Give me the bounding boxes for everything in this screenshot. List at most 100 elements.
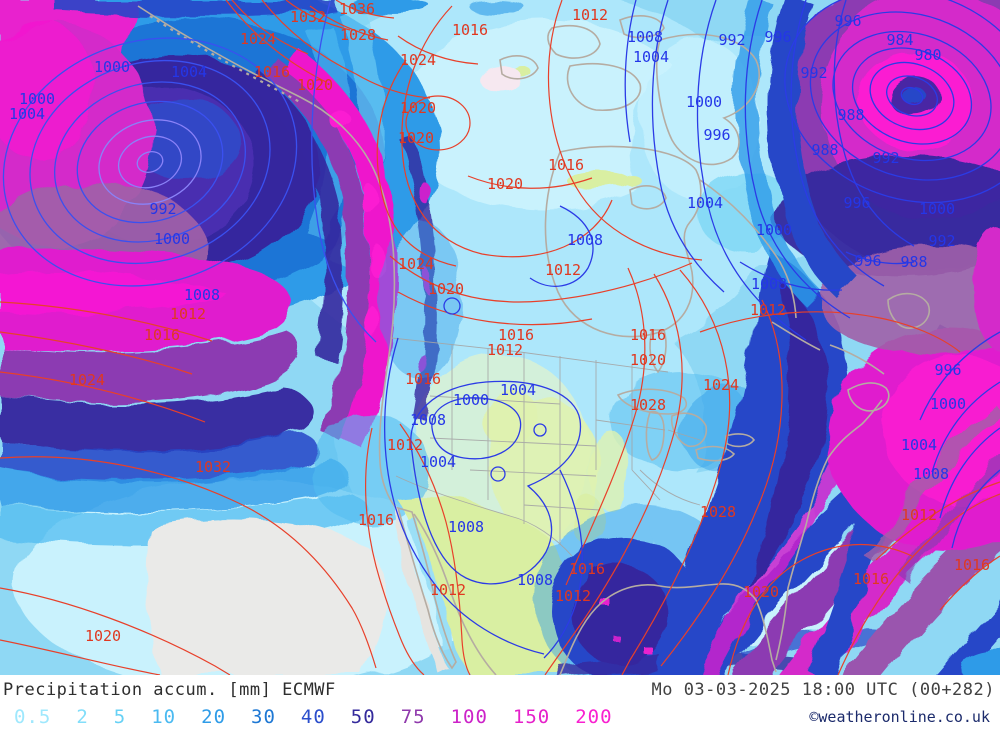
footer-title-row: Precipitation accum. [mm] ECMWF Mo 03-03… <box>0 678 1000 702</box>
isobar-label: 1004 <box>420 453 456 471</box>
legend-value: 20 <box>201 706 227 728</box>
isobar-label: 1004 <box>9 105 45 123</box>
isobar-label: 1012 <box>555 587 591 605</box>
isobar-label: 1016 <box>569 560 605 578</box>
isobar-label: 980 <box>914 46 941 64</box>
weather-map: 1032 1036 1024 1028 1016 1012 1020 1016 1024 1020… <box>0 0 1000 675</box>
isobar-label: 1020 <box>400 99 436 117</box>
isobar-label: 1004 <box>500 381 536 399</box>
isobar-label: 996 <box>934 361 961 379</box>
isobar-label: 1004 <box>901 436 937 454</box>
isobar-label: 1000 <box>919 200 955 218</box>
isobar-label: 1032 <box>195 458 231 476</box>
isobar-label: 1016 <box>144 326 180 344</box>
legend-value: 150 <box>512 706 551 728</box>
isobars-red <box>0 0 1000 675</box>
isobar-label: 1036 <box>339 0 375 18</box>
isobar-label: 1012 <box>387 436 423 454</box>
isobar-label: 1000 <box>19 90 55 108</box>
isobar-label: 1000 <box>453 391 489 409</box>
isobar-label: 1020 <box>630 351 666 369</box>
isobar-label: 1004 <box>171 63 207 81</box>
isobar-label: 992 <box>800 64 827 82</box>
isobar-label: 1016 <box>405 370 441 388</box>
isobar-label: 1012 <box>430 581 466 599</box>
isobar-label: 1024 <box>400 51 436 69</box>
precip-legend: 0.5 2 5 10 20 30 40 50 75 100 150 200 <box>14 704 613 730</box>
isobar-label: 1012 <box>545 261 581 279</box>
isobar-label: 992 <box>149 200 176 218</box>
isobar-label: 1028 <box>340 26 376 44</box>
isobar-label: 1000 <box>94 58 130 76</box>
isobar-label: 996 <box>854 252 881 270</box>
isobar-label: 1016 <box>548 156 584 174</box>
isobar-label: 1016 <box>954 556 990 574</box>
isobar-label: 1020 <box>743 583 779 601</box>
copyright-link[interactable]: ©weatheronline.co.uk <box>809 708 990 726</box>
isobar-label: 1020 <box>428 280 464 298</box>
isobar-label: 1012 <box>572 6 608 24</box>
isobar-label: 1016 <box>498 326 534 344</box>
isobar-label: 1016 <box>358 511 394 529</box>
isobar-label: 1020 <box>398 129 434 147</box>
isobar-label: 1032 <box>290 8 326 26</box>
isobars-blue <box>2 0 1000 659</box>
isobar-label: 996 <box>834 12 861 30</box>
isobar-label: 1020 <box>487 175 523 193</box>
map-footer: Precipitation accum. [mm] ECMWF Mo 03-03… <box>0 675 1000 733</box>
isobar-label: 1016 <box>630 326 666 344</box>
isobar-label: 1016 <box>452 21 488 39</box>
legend-value: 100 <box>450 706 488 728</box>
isobar-label: 1000 <box>686 93 722 111</box>
isobar-label: 1008 <box>751 275 787 293</box>
map-title: Precipitation accum. [mm] ECMWF <box>3 680 336 700</box>
isobar-label: 1020 <box>85 627 121 645</box>
isobar-label: 992 <box>872 149 899 167</box>
isobar-label: 988 <box>900 253 927 271</box>
isobar-label: 996 <box>843 194 870 212</box>
legend-value: 5 <box>113 706 127 728</box>
isobar-label: 1008 <box>184 286 220 304</box>
isobar-label: 1028 <box>700 503 736 521</box>
isobar-label: 1000 <box>154 230 190 248</box>
isobar-label: 1000 <box>756 221 792 239</box>
isobar-label: 1024 <box>398 255 434 273</box>
isobar-label: 1012 <box>750 301 786 319</box>
isobar-label: 1004 <box>687 194 723 212</box>
isobar-label: 992 <box>928 232 955 250</box>
isobar-label: 1000 <box>930 395 966 413</box>
isobar-label: 1016 <box>853 570 889 588</box>
isobar-label: 1024 <box>703 376 739 394</box>
isobar-label: 1012 <box>170 305 206 323</box>
legend-value: 0.5 <box>14 706 52 728</box>
map-datetime: Mo 03-03-2025 18:00 UTC (00+282) <box>651 680 995 700</box>
isobar-label: 1016 <box>254 63 290 81</box>
isobar-label: 996 <box>764 28 791 46</box>
isobar-label: 988 <box>837 106 864 124</box>
isobar-label: 1024 <box>69 371 105 389</box>
isobar-label: 1008 <box>410 411 446 429</box>
isobar-label: 1024 <box>240 30 276 48</box>
isobar-label: 1012 <box>901 506 937 524</box>
legend-value: 2 <box>76 706 89 728</box>
legend-value: 10 <box>151 706 177 728</box>
legend-value: 200 <box>575 706 613 728</box>
isobar-label: 1008 <box>627 28 663 46</box>
legend-value: 40 <box>300 706 326 728</box>
isobar-label: 1008 <box>567 231 603 249</box>
isobar-label: 996 <box>703 126 730 144</box>
isobar-label: 1020 <box>297 76 333 94</box>
isobar-label: 988 <box>811 141 838 159</box>
isobar-label: 984 <box>886 31 913 49</box>
isobar-label: 1008 <box>913 465 949 483</box>
isobar-label: 1028 <box>630 396 666 414</box>
isobar-label: 1012 <box>487 341 523 359</box>
legend-value: 30 <box>251 706 276 728</box>
isobar-label: 1008 <box>448 518 484 536</box>
isobar-label: 1004 <box>633 48 669 66</box>
legend-value: 75 <box>400 706 426 728</box>
isobar-label: 992 <box>718 31 745 49</box>
legend-value: 50 <box>350 706 376 728</box>
